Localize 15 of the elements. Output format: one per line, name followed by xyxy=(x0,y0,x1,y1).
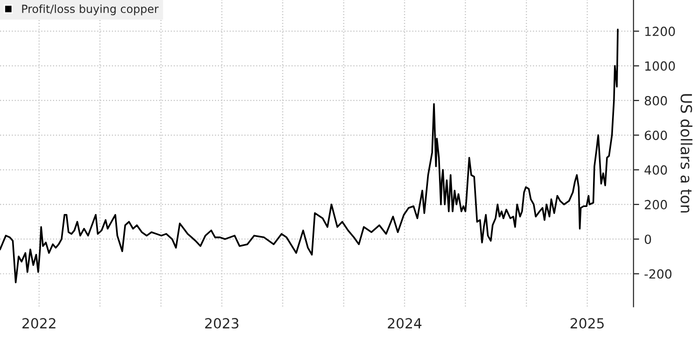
line-series xyxy=(0,28,619,284)
y-tick-label: 600 xyxy=(644,130,667,140)
y-tick-label: 400 xyxy=(644,165,667,175)
y-tick-label: 0 xyxy=(644,234,652,244)
y-axis-title: US dollars a ton xyxy=(680,94,692,213)
y-tick-label: 1000 xyxy=(645,61,675,71)
legend-label: Profit/loss buying copper xyxy=(22,4,159,16)
x-tick-label: 2022 xyxy=(22,318,56,329)
y-tick-label: -200 xyxy=(644,269,672,279)
y-tick-label: 200 xyxy=(644,200,667,210)
y-tick-label: 1200 xyxy=(645,26,675,36)
x-tick-label: 2025 xyxy=(570,318,604,329)
x-tick-label: 2024 xyxy=(388,318,422,329)
y-tick-label: 800 xyxy=(644,96,667,106)
x-tick-label: 2023 xyxy=(205,318,238,329)
